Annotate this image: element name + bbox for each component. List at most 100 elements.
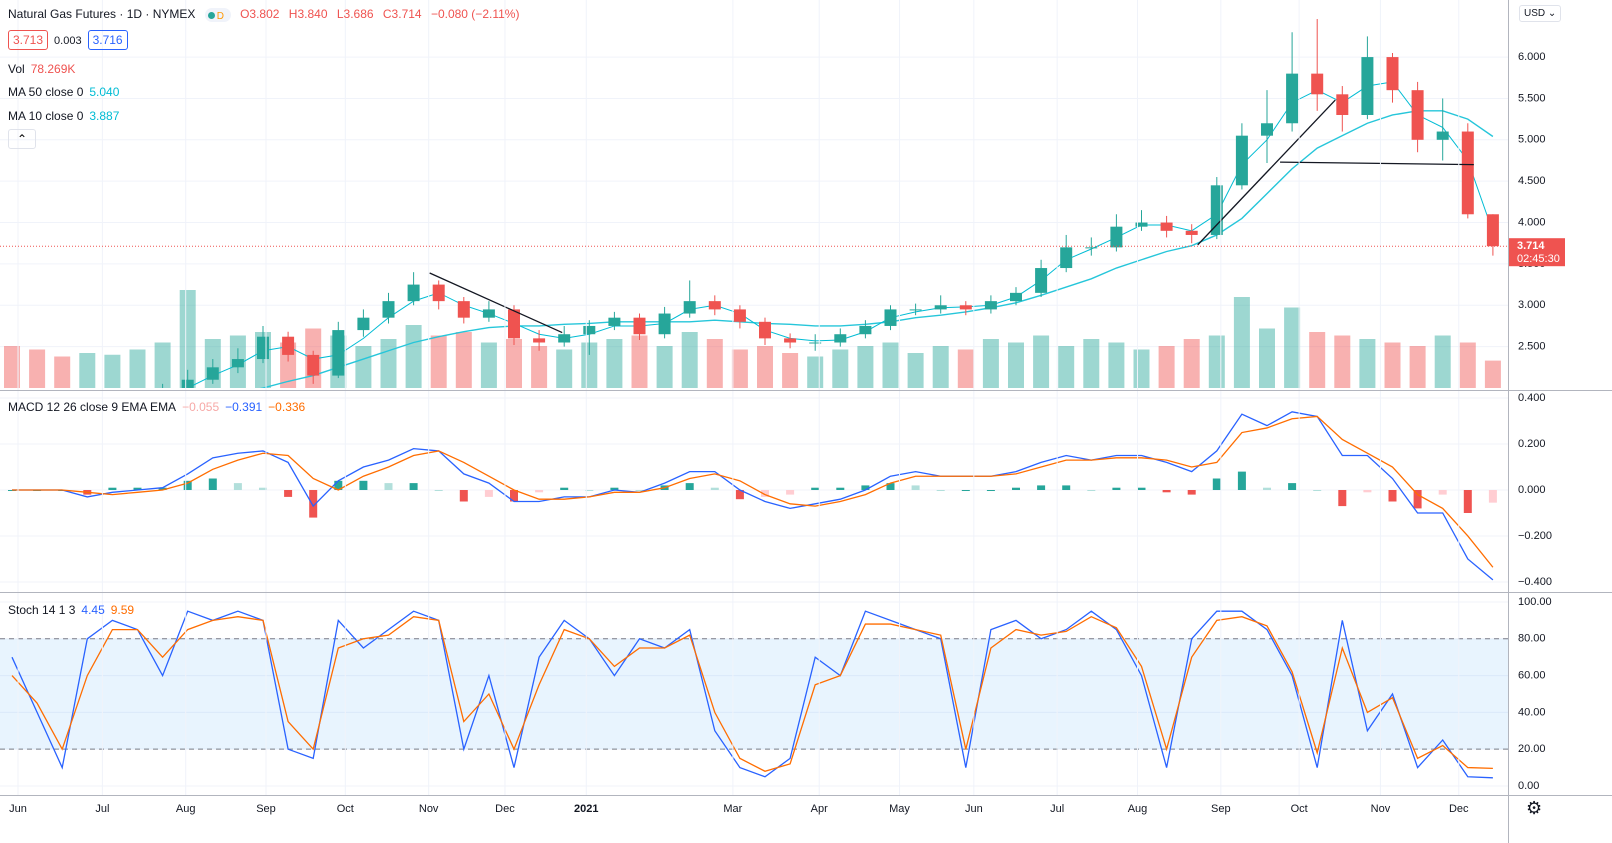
histogram-bar <box>986 490 995 492</box>
volume-bar <box>1008 342 1024 388</box>
histogram-bar <box>1037 485 1046 491</box>
candle-body <box>231 359 244 368</box>
signal-value: −0.336 <box>268 400 306 414</box>
candle-body <box>984 301 997 310</box>
volume-bar <box>506 339 522 388</box>
histogram-bar <box>409 483 418 491</box>
volume-bar <box>1033 335 1050 388</box>
histogram-bar <box>133 487 142 491</box>
macd-legend: MACD 12 26 close 9 EMA EMA −0.055 −0.391 −0… <box>8 400 311 414</box>
candle-body <box>382 301 395 318</box>
candle-body <box>683 301 696 314</box>
ask-button[interactable]: 3.716 <box>87 30 128 50</box>
x-tick-label: Mar <box>723 803 742 815</box>
volume-bar <box>1083 339 1100 388</box>
volume-bar <box>907 353 924 388</box>
histogram-bar <box>233 483 242 491</box>
histogram-bar <box>961 490 970 492</box>
candle-body <box>1461 131 1474 215</box>
y-tick-label: 5.000 <box>1518 134 1546 146</box>
candle-body <box>482 309 495 318</box>
histogram-bar <box>1212 478 1221 491</box>
volume-bar <box>430 335 447 388</box>
k-line <box>11 610 1493 779</box>
volume-bar <box>1309 332 1326 388</box>
bid-button[interactable]: 3.713 <box>8 30 49 50</box>
histogram-bar <box>786 490 795 495</box>
ma50-legend: MA 50 close 0 5.040 <box>8 85 125 99</box>
volume-bar <box>531 346 548 388</box>
histogram-bar <box>1338 490 1347 507</box>
pane <box>4 19 1501 388</box>
candle-body <box>1185 230 1198 235</box>
volume-bar <box>455 332 472 388</box>
histogram-bar <box>309 490 318 518</box>
volume-bar <box>1233 297 1250 388</box>
x-tick-label: Jun <box>9 803 27 815</box>
volume-bar <box>782 353 799 388</box>
settings-button[interactable]: ⚙ <box>1526 798 1543 818</box>
x-tick-label: 2021 <box>574 803 598 815</box>
currency-button[interactable]: USD ⌄ <box>1519 5 1562 22</box>
volume-bar <box>581 342 598 388</box>
candle-body <box>1436 131 1449 140</box>
volume-bar <box>380 339 397 388</box>
d-line <box>11 615 1493 772</box>
y-tick-label: 0.200 <box>1518 438 1546 450</box>
candle-body <box>1010 292 1022 302</box>
ma10-legend: MA 10 close 0 3.887 <box>8 109 125 123</box>
volume-bar <box>1384 342 1401 388</box>
volume-bar <box>1133 349 1150 388</box>
histogram-bar <box>560 487 569 491</box>
collapse-button[interactable]: ⌃ <box>8 129 36 149</box>
histogram-bar <box>710 487 719 491</box>
histogram-bar <box>1137 487 1146 491</box>
candle-body <box>1235 135 1248 186</box>
volume-bar <box>832 349 849 388</box>
candle-body <box>934 305 947 310</box>
volume-bar <box>1359 339 1376 388</box>
histogram-bar <box>836 487 845 491</box>
y-tick-label: −0.200 <box>1518 530 1552 542</box>
y-tick-label: 20.00 <box>1518 743 1546 755</box>
candle-body <box>307 354 320 376</box>
volume-bar <box>1459 342 1476 388</box>
histogram-bar <box>1488 490 1497 503</box>
price-tag-value: 3.714 <box>1517 240 1545 252</box>
trend-line <box>429 272 563 334</box>
candle-body <box>257 336 269 360</box>
histogram-bar <box>108 487 117 491</box>
candle-body <box>1035 268 1048 293</box>
x-tick-label: Jul <box>1050 803 1064 815</box>
trend-line <box>1280 161 1474 166</box>
volume-bar <box>556 349 573 388</box>
x-tick-label: Nov <box>419 803 439 815</box>
candle-body <box>1311 73 1324 95</box>
volume-bar <box>1484 360 1501 388</box>
volume-bar <box>1158 346 1175 388</box>
volume-bar <box>1409 346 1426 388</box>
candle-body <box>1411 90 1424 140</box>
macd-value: −0.391 <box>225 400 263 414</box>
histogram-bar <box>158 487 167 491</box>
histogram-bar <box>936 490 945 492</box>
y-tick-label: 6.000 <box>1518 51 1546 63</box>
candle-body <box>533 338 546 343</box>
volume-bar <box>681 332 698 388</box>
price-legend: Natural Gas Futures · 1D · NYMEX D O3.80… <box>8 7 525 22</box>
volume-bar <box>982 339 999 388</box>
histogram-bar <box>1263 487 1271 491</box>
candle-body <box>1160 222 1173 231</box>
histogram-bar <box>761 490 769 497</box>
y-tick-label: 40.00 <box>1518 706 1546 718</box>
histogram-bar <box>861 485 870 491</box>
y-tick-label: −0.400 <box>1518 576 1552 588</box>
price-tag <box>1509 238 1565 267</box>
volume-bar <box>1434 335 1451 388</box>
histogram-bar <box>1413 490 1422 509</box>
pane <box>8 411 1497 581</box>
y-tick-label: 4.000 <box>1518 216 1546 228</box>
candle-body <box>909 309 922 311</box>
candle-body <box>1361 57 1374 115</box>
